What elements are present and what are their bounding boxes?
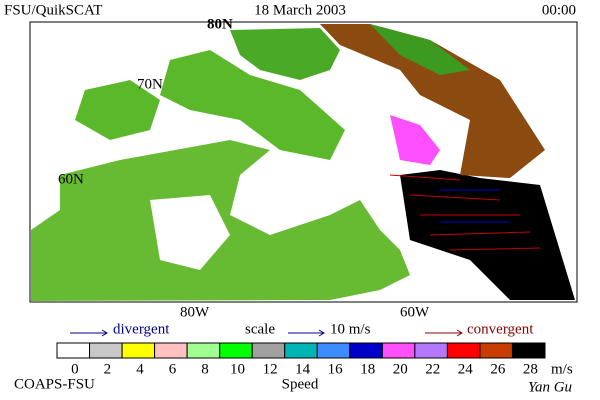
color-swatch [186, 342, 221, 359]
product-title: FSU/QuikSCAT [4, 2, 102, 18]
convergent-label: convergent [467, 321, 534, 337]
island [160, 50, 345, 160]
arrow-head [456, 329, 463, 337]
colorbar-tick: 4 [136, 361, 144, 377]
colorbar-tick: 10 [230, 361, 245, 377]
color-swatch [414, 342, 448, 359]
date: 18 March 2003 [254, 2, 346, 18]
colorbar-tick: 6 [169, 361, 177, 377]
color-swatch [89, 342, 123, 359]
legend: divergent scale 10 m/s convergent [70, 321, 534, 337]
color-swatch [251, 342, 286, 359]
scale-value: 10 m/s [330, 321, 371, 337]
color-swatch [284, 342, 318, 359]
color-swatch [56, 342, 91, 359]
island [230, 28, 340, 80]
colorbar-tick: 22 [425, 361, 440, 377]
lat-label: 60N [58, 171, 84, 187]
colorbar-tick: 24 [458, 361, 474, 377]
colorbar-tick: 28 [523, 361, 538, 377]
credit: COAPS-FSU [14, 376, 95, 392]
greenland [320, 24, 545, 178]
arrow-head [318, 329, 325, 337]
colorbar: 0 2 4 6 8 10 12 14 16 18 20 22 24 26 28 m/s [56, 342, 573, 377]
colorbar-tick: 14 [295, 361, 311, 377]
colorbar-tick: 26 [490, 361, 506, 377]
color-swatch [446, 342, 481, 359]
color-swatch [479, 342, 513, 359]
lon-label: 60W [400, 304, 430, 320]
color-swatch [316, 342, 351, 359]
lat-label: 80N [207, 16, 233, 32]
colorbar-tick: 16 [328, 361, 344, 377]
color-swatch [381, 342, 416, 359]
time: 00:00 [542, 2, 576, 18]
colorbar-tick: 20 [393, 361, 408, 377]
bay [150, 195, 230, 270]
lat-label: 70N [137, 76, 163, 92]
color-swatch [154, 342, 188, 359]
colorbar-tick: 2 [104, 361, 112, 377]
scale-label: scale [245, 321, 275, 337]
greenland-coast [370, 24, 470, 75]
map: 80N 70N 60N 80W 60W [29, 16, 578, 320]
ocean-swath [400, 170, 575, 300]
colorbar-tick: 12 [263, 361, 278, 377]
lon-label: 80W [180, 304, 210, 320]
arrow-head [101, 329, 108, 337]
color-swatch [349, 342, 383, 359]
color-swatch [121, 342, 156, 359]
island [75, 80, 160, 140]
color-swatch [511, 342, 546, 359]
colorbar-tick: 0 [71, 361, 79, 377]
divergent-label: divergent [113, 321, 170, 337]
wind-patch [390, 115, 440, 165]
colorbar-unit: m/s [551, 361, 573, 377]
wind-vectors [440, 189, 510, 223]
colorbar-tick: 8 [201, 361, 209, 377]
color-swatch [219, 342, 253, 359]
wind-vectors [389, 174, 541, 251]
colorbar-label: Speed [282, 376, 319, 392]
author: Yan Gu [528, 379, 572, 395]
colorbar-tick: 18 [360, 361, 375, 377]
